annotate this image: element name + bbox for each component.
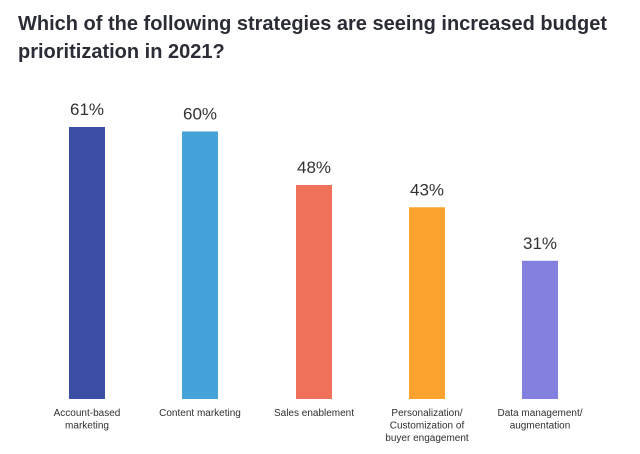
bar-3 — [296, 184, 332, 399]
value-labels-group: 61% 60% 48% 43% 31% — [70, 100, 557, 253]
value-label-3: 48% — [297, 158, 331, 177]
bar-2 — [182, 131, 218, 399]
bar-1 — [69, 127, 105, 399]
category-label-3: Sales enablement — [274, 408, 354, 419]
value-label-4: 43% — [410, 180, 444, 199]
chart-title: Which of the following strategies are se… — [18, 13, 607, 63]
category-label-1: Account-based marketing — [54, 408, 121, 432]
value-label-2: 60% — [183, 104, 217, 123]
category-label-5: Data management/augmentation — [497, 408, 582, 432]
category-label-2: Content marketing — [159, 408, 241, 419]
category-label-4: Personalization/Customization of buyer en… — [385, 408, 469, 444]
bars-group — [69, 127, 558, 399]
bar-4 — [409, 207, 445, 399]
value-label-5: 31% — [523, 234, 557, 253]
category-labels-group: Account-based marketing Content marketing S… — [54, 408, 583, 444]
value-label-1: 61% — [70, 100, 104, 119]
bar-5 — [522, 260, 558, 399]
